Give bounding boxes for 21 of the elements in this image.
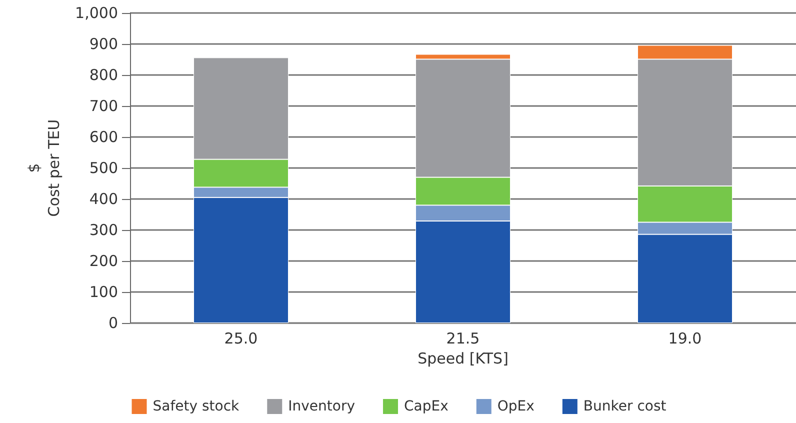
x-tick-label: 19.0 (668, 330, 702, 348)
y-tick-label: 100 (89, 283, 118, 301)
y-axis-title: $ Cost per TEU (25, 119, 64, 217)
legend-label: Safety stock (152, 398, 240, 414)
y-tick-label: 600 (89, 128, 118, 146)
y-tick-label: 400 (89, 190, 118, 208)
y-tick-label: 700 (89, 97, 118, 115)
legend-label: Bunker cost (583, 398, 667, 414)
x-tick-label: 25.0 (224, 330, 258, 348)
y-tick-label: 800 (89, 66, 118, 84)
legend-label: OpEx (497, 398, 534, 414)
y-tick-label: 300 (89, 221, 118, 239)
x-axis-title: Speed [KTS] (418, 349, 508, 368)
legend-label: CapEx (404, 398, 448, 414)
x-tick-label: 21.5 (446, 330, 480, 348)
y-tick-label: 1,000 (75, 4, 118, 22)
y-tick-label: 900 (89, 35, 118, 53)
legend-label: Inventory (288, 398, 356, 414)
y-tick-label: 200 (89, 252, 118, 270)
y-tick-label: 0 (108, 314, 118, 332)
y-tick-label: 500 (89, 159, 118, 177)
